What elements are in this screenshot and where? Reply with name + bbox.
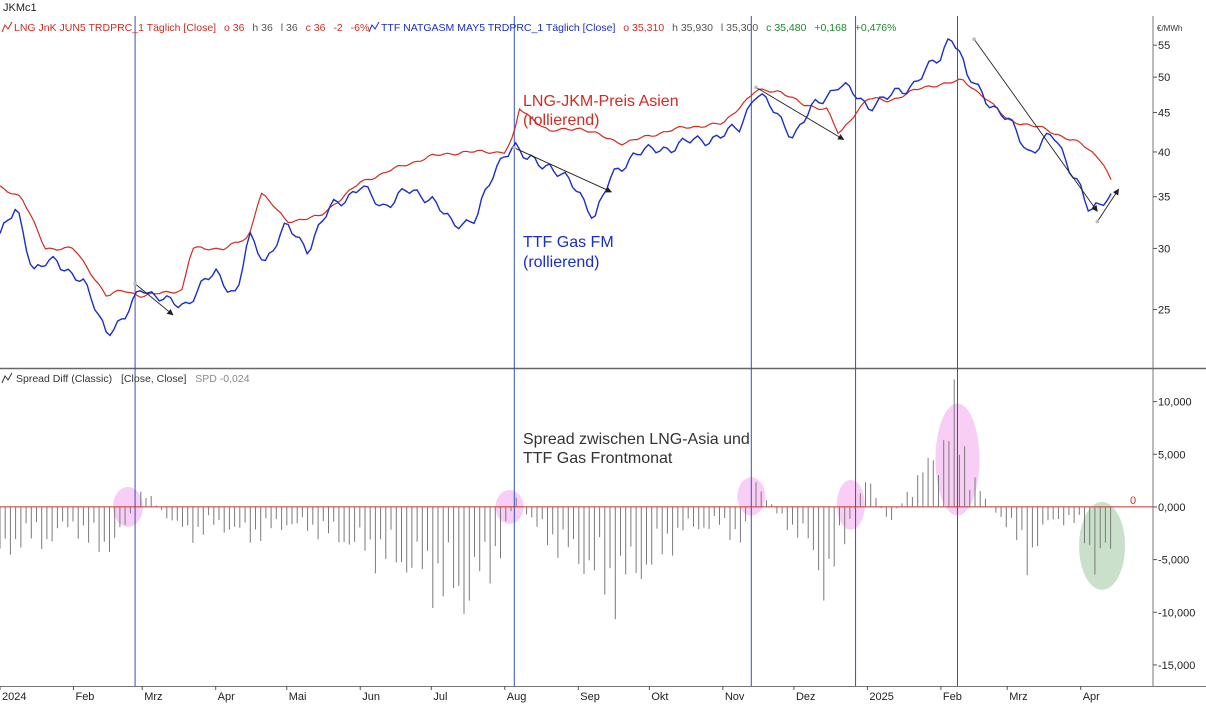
x-tick-label-10: Nov xyxy=(725,691,745,703)
lng-legend-change: -2 xyxy=(333,22,342,34)
x-tick-label-13: Feb xyxy=(943,691,962,703)
spread-legend-icon xyxy=(1,372,13,384)
x-tick-label-0: 2024 xyxy=(2,691,26,703)
x-axis: 2024 Feb Mrz Apr Mai Jun Jul Aug Sep Okt Nov Dez 202… xyxy=(0,686,1100,703)
spread-legend-params: [Close, Close] xyxy=(121,373,186,385)
trend-arrows xyxy=(133,37,1120,316)
x-tick-label-12: 2025 xyxy=(869,691,893,703)
x-tick-label-7: Aug xyxy=(507,691,527,703)
ttf-annotation-line1: TTF Gas FM xyxy=(523,234,614,251)
trend-arrow-start-2 xyxy=(754,85,758,90)
vertical-marker-lines xyxy=(134,16,958,686)
trend-arrow-2 xyxy=(755,86,845,140)
x-tick-label-6: Jul xyxy=(433,691,447,703)
y-tick-label-top-1: 30 xyxy=(1158,243,1170,255)
lng-annotation-line2: (rollierend) xyxy=(523,112,599,129)
ttf-annotation-line2: (rollierend) xyxy=(523,254,599,271)
lng-legend-icon xyxy=(1,21,13,33)
lng-jkm-line xyxy=(0,78,1112,298)
svg-text:Spread Diff (Classic) [C: Spread Diff (Classic) [Close, Close] SPD… xyxy=(16,373,250,385)
spread-legend-spd: SPD -0,024 xyxy=(195,373,249,385)
x-tick-label-15: Apr xyxy=(1083,691,1100,703)
trend-arrow-1 xyxy=(514,147,613,193)
ttf-legend-close: c 35,480 xyxy=(766,22,806,34)
y-tick-label-top-6: 55 xyxy=(1158,40,1170,52)
trend-arrow-start-0 xyxy=(133,281,137,286)
x-tick-label-4: Mai xyxy=(289,691,307,703)
svg-text:TTF NATGASM MAY5 TRDPRC_1 Tägl: TTF NATGASM MAY5 TRDPRC_1 Täglich [Close… xyxy=(381,22,896,34)
x-tick-label-5: Jun xyxy=(362,691,380,703)
x-tick-label-2: Mrz xyxy=(144,691,162,703)
unit-label: €/MWh xyxy=(1157,24,1182,33)
lng-legend-open: o 36 xyxy=(224,22,245,34)
spread-highlight-3 xyxy=(836,479,865,530)
x-tick-label-14: Mrz xyxy=(1009,691,1027,703)
ttf-legend-change: +0,168 xyxy=(814,22,847,34)
lng-legend-pct: -6% xyxy=(351,22,370,34)
y-tick-label-bottom-2: 0,000 xyxy=(1158,502,1186,514)
lng-annotation-line1: LNG-JKM-Preis Asien xyxy=(523,93,679,110)
x-tick-label-11: Dez xyxy=(796,691,816,703)
ttf-legend-icon xyxy=(368,21,380,33)
svg-text:LNG JnK JUN5 TRDPRC_1 Täglich: LNG JnK JUN5 TRDPRC_1 Täglich [Close] o … xyxy=(14,22,369,34)
lng-legend-close: c 36 xyxy=(306,22,326,34)
trend-arrow-start-1 xyxy=(512,145,517,150)
y-tick-label-bottom-3: -5,000 xyxy=(1158,555,1189,567)
x-tick-label-9: Okt xyxy=(651,691,668,703)
x-tick-label-1: Feb xyxy=(75,691,94,703)
spread-highlight-5 xyxy=(1079,501,1126,590)
spread-annotation-line1: Spread zwischen LNG-Asia und xyxy=(523,431,750,448)
x-tick-label-3: Apr xyxy=(218,691,235,703)
trend-arrow-start-4 xyxy=(1095,219,1100,224)
ttf-legend-high: h 35,930 xyxy=(672,22,713,34)
lower-y-axis: 10,000 5,000 0,000 -5,000 -10,000 -15,000 xyxy=(1153,397,1195,672)
y-tick-label-bottom-4: -10,000 xyxy=(1158,607,1195,619)
y-tick-label-top-4: 45 xyxy=(1158,107,1170,119)
ttf-legend-pct: +0,476% xyxy=(855,22,897,34)
x-tick-label-8: Sep xyxy=(580,691,600,703)
upper-y-axis: 25 30 35 40 45 50 55 xyxy=(1153,40,1170,317)
symbol-label: JKMc1 xyxy=(3,2,37,14)
spread-annotation-line2: TTF Gas Frontmonat xyxy=(523,450,673,467)
lng-legend-name[interactable]: LNG JnK JUN5 TRDPRC_1 Täglich [Close] xyxy=(14,22,216,34)
spread-bars xyxy=(0,379,1112,620)
trend-arrow-3 xyxy=(973,38,1098,212)
y-tick-label-top-3: 40 xyxy=(1158,147,1170,159)
lng-legend-low: l 36 xyxy=(281,22,298,34)
y-tick-label-bottom-0: 10,000 xyxy=(1158,397,1192,409)
trend-arrow-0 xyxy=(134,283,174,316)
y-tick-label-bottom-1: 5,000 xyxy=(1158,449,1186,461)
y-tick-label-top-2: 35 xyxy=(1158,192,1170,204)
y-tick-label-top-0: 25 xyxy=(1158,305,1170,317)
spread-legend-name[interactable]: Spread Diff (Classic) xyxy=(16,373,112,385)
ttf-line xyxy=(0,38,1112,337)
trend-arrow-start-3 xyxy=(972,37,976,41)
legend-top: LNG JnK JUN5 TRDPRC_1 Täglich [Close] o … xyxy=(1,21,896,34)
ttf-legend-open: o 35,310 xyxy=(623,22,664,34)
trend-arrow-4 xyxy=(1096,188,1120,222)
legend-bottom: Spread Diff (Classic) [Close, Close] SPD… xyxy=(1,372,250,385)
lng-legend-high: h 36 xyxy=(252,22,273,34)
ttf-legend-low: l 35,300 xyxy=(721,22,759,34)
y-tick-label-top-5: 50 xyxy=(1158,72,1170,84)
zero-value-label: 0 xyxy=(1130,495,1136,507)
y-tick-label-bottom-5: -15,000 xyxy=(1158,660,1195,672)
ttf-legend-name[interactable]: TTF NATGASM MAY5 TRDPRC_1 Täglich [Close… xyxy=(381,22,615,34)
